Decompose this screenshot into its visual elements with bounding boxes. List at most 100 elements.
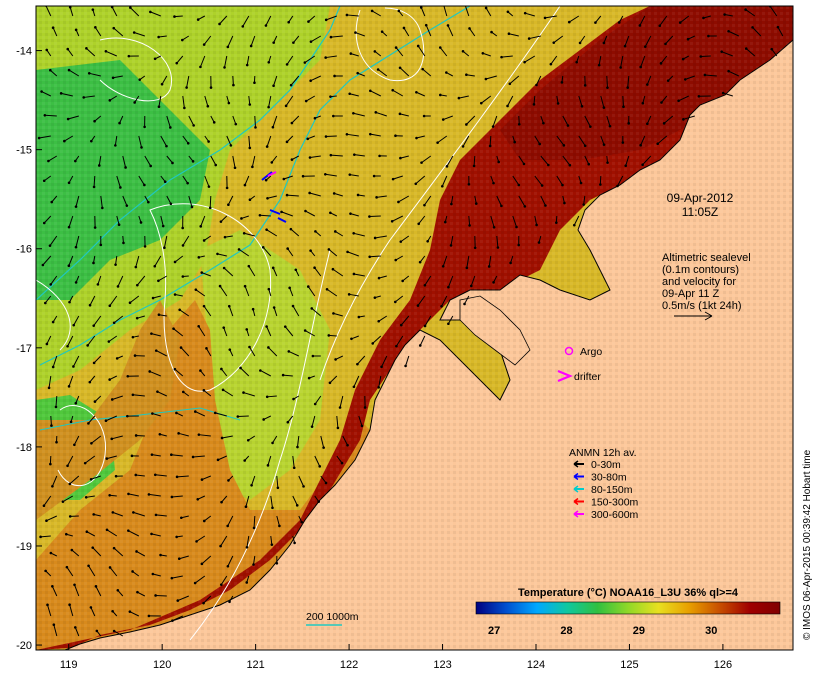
velocity-arrow-head	[420, 161, 423, 164]
velocity-arrow	[336, 455, 343, 464]
velocity-arrow-head	[112, 629, 116, 633]
isobath-west	[39, 407, 241, 431]
velocity-arrow	[353, 273, 365, 277]
velocity-arrow	[403, 27, 410, 37]
velocity-arrow-head	[267, 60, 271, 64]
velocity-arrow	[92, 547, 102, 557]
velocity-arrow-head	[205, 347, 208, 350]
velocity-arrow	[305, 95, 316, 102]
velocity-arrow	[458, 95, 469, 99]
velocity-arrow-head	[85, 530, 89, 534]
velocity-arrow-head	[65, 565, 69, 569]
velocity-arrow-head	[150, 532, 153, 536]
sealevel-contours	[36, 6, 561, 641]
velocity-arrow-head	[175, 475, 179, 479]
colorbar-tick-label: 30	[705, 625, 717, 637]
velocity-arrow	[287, 194, 299, 197]
velocity-arrow-head	[267, 346, 270, 349]
velocity-arrow	[351, 335, 359, 340]
velocity-arrow-head	[677, 99, 680, 103]
velocity-arrow-head	[638, 24, 642, 27]
velocity-arrow-head	[390, 219, 394, 223]
velocity-arrow	[64, 135, 74, 142]
velocity-arrow-head	[227, 203, 230, 207]
velocity-arrow	[182, 175, 189, 184]
velocity-arrow	[116, 175, 121, 188]
velocity-arrow-head	[134, 473, 138, 477]
velocity-arrow	[94, 115, 102, 122]
velocity-arrow	[49, 69, 58, 77]
velocity-arrow	[441, 295, 448, 307]
velocity-arrow	[584, 155, 590, 165]
velocity-arrow	[524, 55, 536, 63]
velocity-arrow-head	[134, 434, 138, 437]
velocity-arrow-head	[139, 221, 143, 224]
velocity-arrow	[50, 275, 58, 285]
velocity-arrow-head	[352, 272, 356, 276]
velocity-arrow	[89, 375, 96, 383]
velocity-arrow-head	[133, 354, 137, 357]
velocity-arrow-head	[589, 125, 592, 128]
velocity-arrow	[248, 135, 251, 148]
velocity-arrow-head	[532, 103, 536, 106]
velocity-arrow-head	[375, 196, 378, 199]
velocity-arrow-head	[177, 432, 180, 435]
velocity-arrow-head	[572, 223, 576, 227]
velocity-arrow-head	[643, 45, 647, 48]
velocity-arrow	[201, 272, 211, 277]
velocity-arrow-head	[42, 221, 46, 225]
velocity-arrow-head	[92, 324, 96, 327]
velocity-arrow-head	[67, 181, 71, 185]
velocity-arrow	[137, 591, 146, 597]
velocity-arrow-head	[602, 106, 606, 109]
velocity-arrow-head	[133, 101, 136, 104]
velocity-arrow	[220, 535, 228, 547]
anmn-legend-arrow-head	[573, 472, 579, 481]
velocity-arrow-head	[469, 284, 473, 288]
velocity-arrow-head	[149, 10, 152, 14]
velocity-arrow-head	[216, 458, 220, 462]
velocity-arrow	[562, 115, 569, 126]
velocity-arrow-head	[373, 50, 377, 53]
isobath-200m	[39, 6, 471, 366]
velocity-arrow	[108, 335, 118, 342]
velocity-arrow-head	[63, 139, 66, 143]
velocity-arrow	[400, 235, 410, 243]
velocity-arrow	[83, 95, 95, 98]
velocity-arrow-head	[496, 246, 500, 249]
velocity-arrow	[203, 595, 212, 604]
velocity-arrow-head	[398, 66, 402, 70]
velocity-arrow-head	[252, 526, 256, 530]
colorbar-tick-label: 29	[633, 625, 645, 637]
velocity-arrow-head	[281, 373, 285, 377]
velocity-arrow	[250, 35, 256, 47]
velocity-arrow-head	[171, 161, 174, 165]
velocity-arrow	[203, 235, 212, 241]
velocity-arrow-head	[487, 265, 491, 268]
velocity-arrow	[450, 235, 454, 246]
velocity-arrow	[111, 435, 123, 440]
velocity-arrow	[105, 415, 117, 422]
velocity-arrow	[646, 75, 652, 85]
velocity-arrow-head	[468, 27, 471, 30]
velocity-arrow-head	[74, 281, 78, 284]
velocity-arrow-head	[245, 328, 249, 331]
velocity-arrow-head	[332, 312, 335, 315]
velocity-arrow-head	[197, 433, 201, 436]
velocity-arrow-head	[416, 44, 420, 48]
velocity-arrow	[128, 493, 139, 497]
velocity-arrow-head	[441, 118, 445, 121]
velocity-arrow-head	[66, 47, 70, 51]
velocity-arrow	[446, 155, 454, 167]
velocity-arrow-head	[289, 227, 293, 231]
velocity-arrow-head	[271, 266, 275, 270]
velocity-arrow-head	[681, 57, 685, 61]
velocity-arrow	[158, 314, 167, 317]
velocity-arrow	[150, 11, 161, 17]
velocity-arrow-head	[393, 300, 397, 304]
velocity-arrow-head	[96, 283, 100, 286]
velocity-arrow-head	[465, 123, 468, 126]
colorbar: Temperature (°C) NOAA16_L3U 36% ql>=4 27…	[475, 587, 781, 637]
velocity-arrow	[122, 195, 128, 206]
velocity-arrow-head	[180, 38, 184, 42]
